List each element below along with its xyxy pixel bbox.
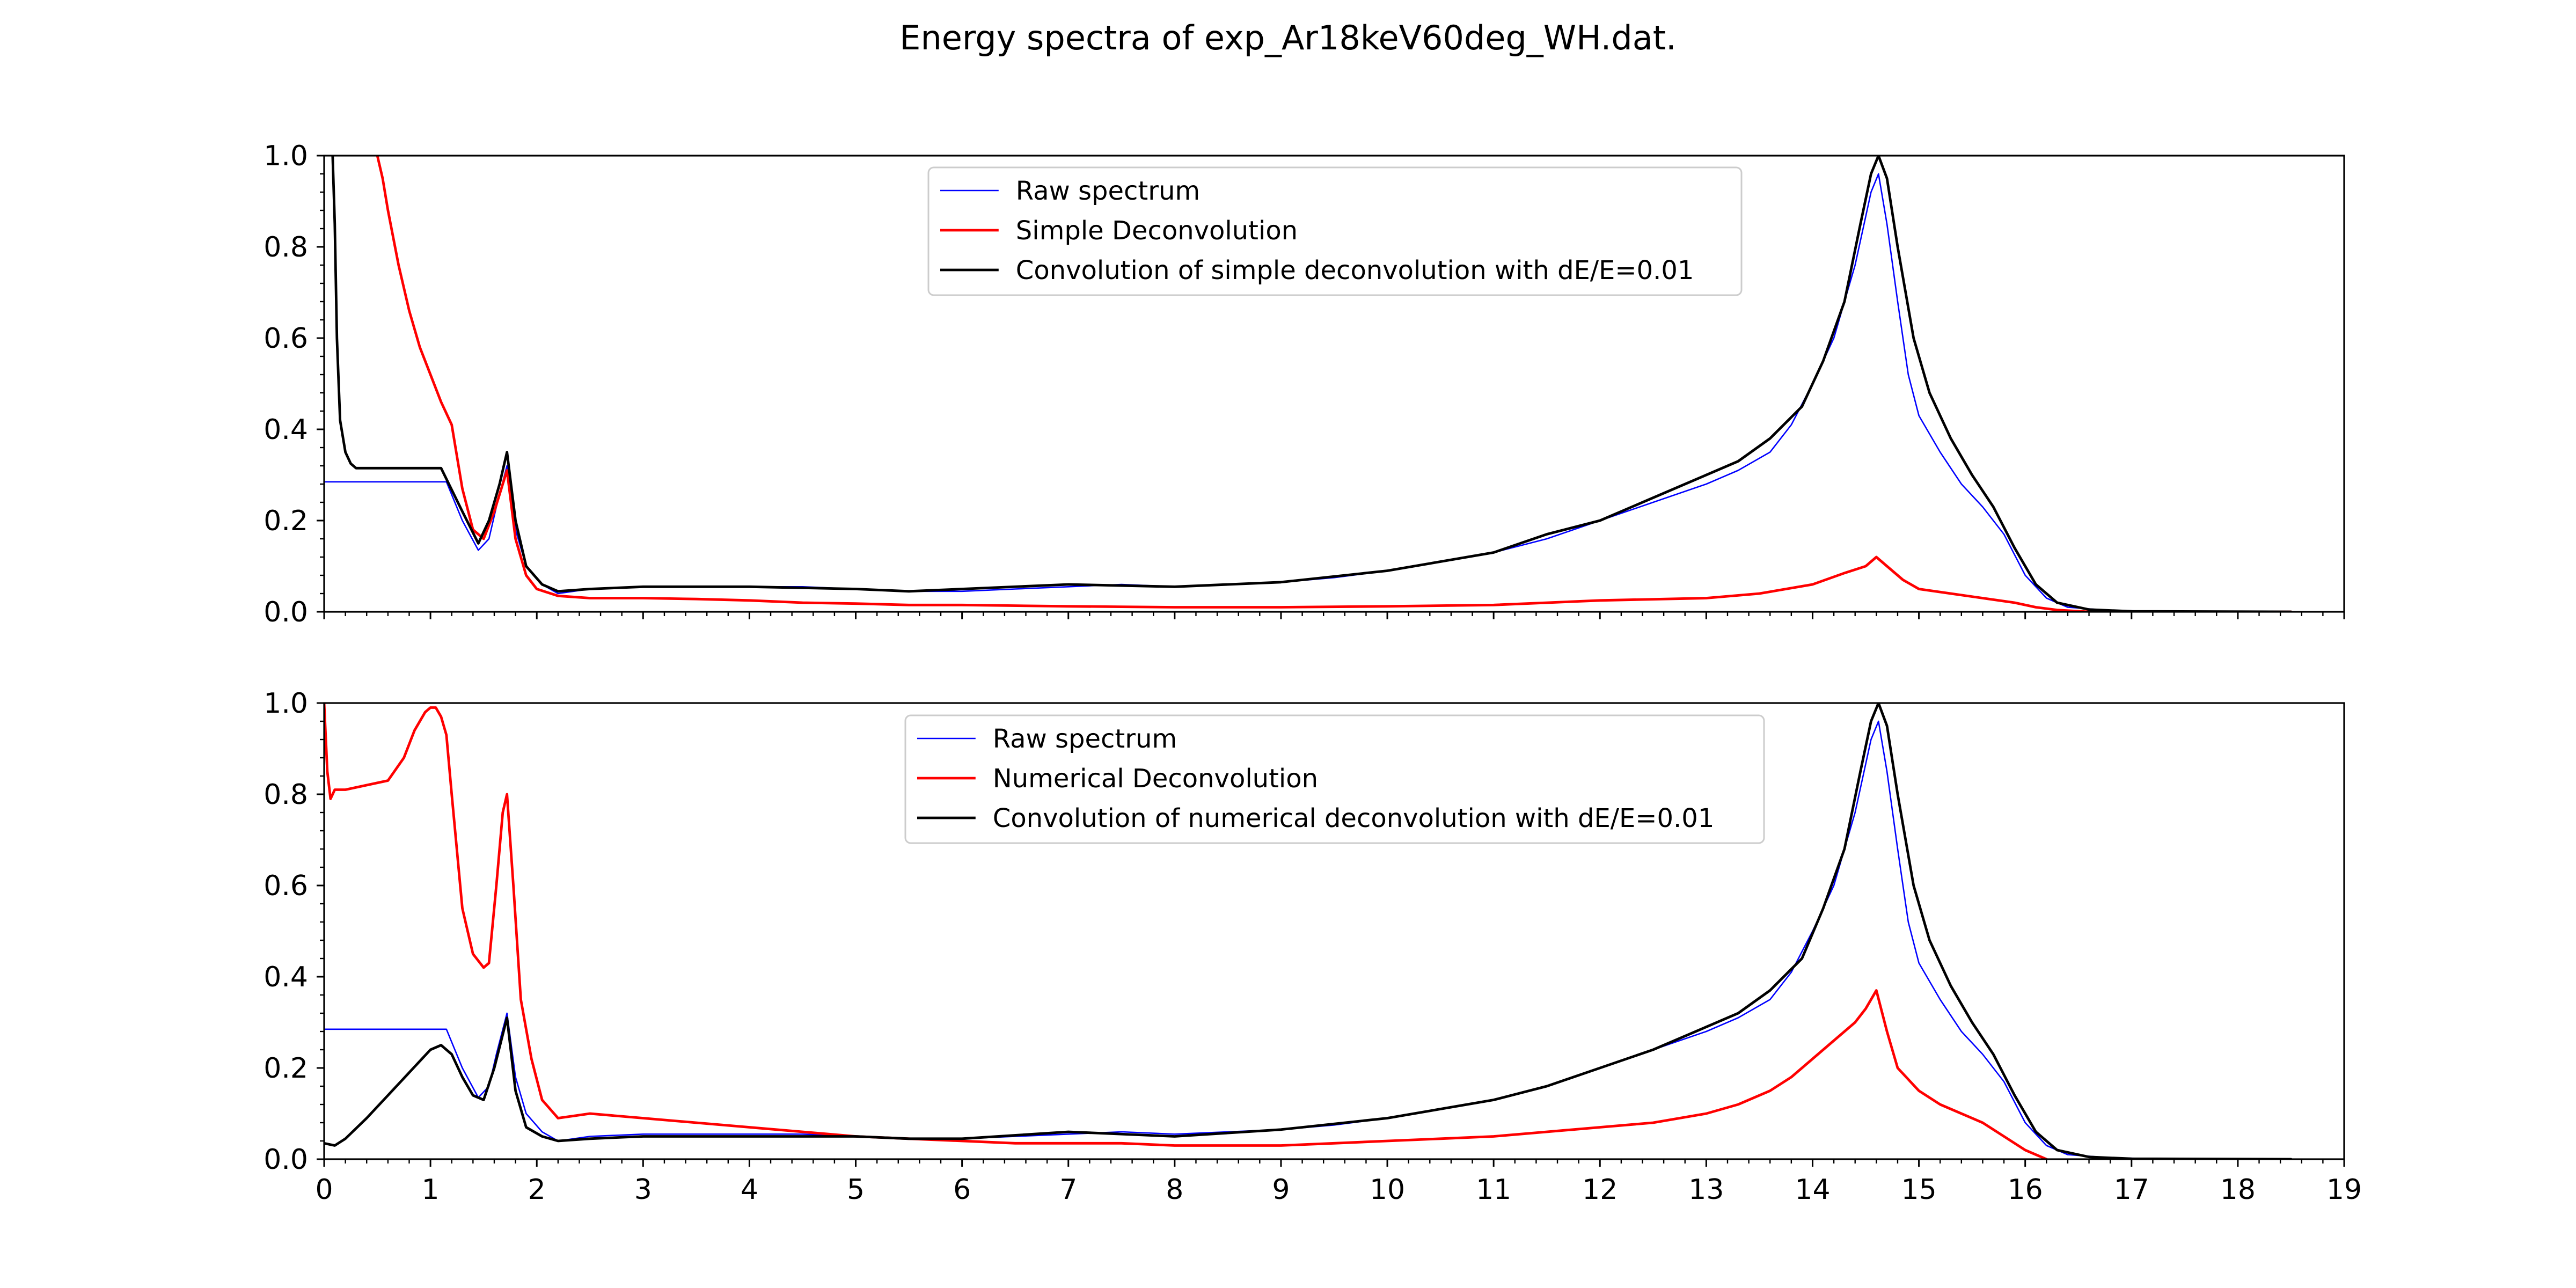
x-tick-label: 4 — [741, 1174, 758, 1206]
y-tick-label: 1.0 — [264, 687, 308, 720]
x-tick-label: 19 — [2326, 1174, 2362, 1206]
chart-panel-2: 0 1 2 3 4 5 6 7 8 9 10 11 12 13 14 15 16 17 18 190.00.20.40… — [264, 687, 2362, 1206]
legend-label-3: Convolution of simple deconvolution with… — [1016, 255, 1694, 286]
chart-panel-1: 0.0 0.2 0.4 0.6 0.8 1.0 Raw spectrum Simple Dec… — [264, 140, 2345, 628]
x-tick-label: 15 — [1901, 1174, 1936, 1206]
series-line-3 — [331, 156, 2293, 612]
x-tick-label: 10 — [1370, 1174, 1405, 1206]
x-tick-label: 1 — [422, 1174, 440, 1206]
y-tick-label: 0.6 — [264, 870, 308, 902]
x-tick-label: 18 — [2220, 1174, 2256, 1206]
y-tick-label: 0.8 — [264, 779, 308, 811]
series-line-2 — [376, 156, 2293, 612]
x-tick-label: 0 — [315, 1174, 333, 1206]
x-tick-label: 12 — [1582, 1174, 1618, 1206]
x-tick-label: 16 — [2008, 1174, 2043, 1206]
series-group — [324, 156, 2293, 612]
x-tick-label: 3 — [634, 1174, 652, 1206]
legend-box — [904, 714, 1765, 844]
axes-frame — [323, 155, 2345, 613]
y-tick-label: 0.0 — [264, 596, 308, 628]
x-tick-label: 17 — [2114, 1174, 2149, 1206]
x-tick-label: 7 — [1059, 1174, 1077, 1206]
panels: 0.0 0.2 0.4 0.6 0.8 1.0 Raw spectrum Simple Dec… — [264, 140, 2362, 1206]
x-tick-label: 9 — [1272, 1174, 1290, 1206]
axes-frame — [323, 702, 2345, 1160]
y-tick-label: 0.4 — [264, 414, 308, 446]
legend-label-1: Raw spectrum — [993, 724, 1177, 754]
y-tick-label: 1.0 — [264, 140, 308, 172]
legend-label-1: Raw spectrum — [1016, 176, 1200, 206]
y-tick-label: 0.2 — [264, 1052, 308, 1085]
y-tick-label: 0.4 — [264, 961, 308, 993]
legend-label-2: Simple Deconvolution — [1016, 216, 1298, 246]
x-tick-label: 11 — [1476, 1174, 1511, 1206]
x-tick-label: 13 — [1688, 1174, 1724, 1206]
x-tick-label: 6 — [953, 1174, 971, 1206]
x-tick-label: 5 — [847, 1174, 865, 1206]
x-tick-label: 14 — [1795, 1174, 1830, 1206]
series-line-3 — [324, 703, 2293, 1159]
legend-label-2: Numerical Deconvolution — [993, 764, 1318, 794]
y-tick-label: 0.6 — [264, 323, 308, 355]
series-group — [324, 703, 2293, 1159]
x-tick-label: 8 — [1166, 1174, 1183, 1206]
legend-box — [927, 166, 1743, 296]
figure-title: Energy spectra of exp_Ar18keV60deg_WH.da… — [899, 18, 1676, 57]
legend: Raw spectrum Simple Deconvolution Convolut… — [927, 166, 1743, 296]
legend: Raw spectrum Numerical Deconvolution Convo… — [904, 714, 1765, 844]
legend-label-3: Convolution of numerical deconvolution w… — [993, 803, 1715, 833]
y-tick-label: 0.8 — [264, 231, 308, 264]
y-tick-label: 0.0 — [264, 1144, 308, 1176]
x-tick-label: 2 — [528, 1174, 546, 1206]
y-tick-label: 0.2 — [264, 505, 308, 537]
